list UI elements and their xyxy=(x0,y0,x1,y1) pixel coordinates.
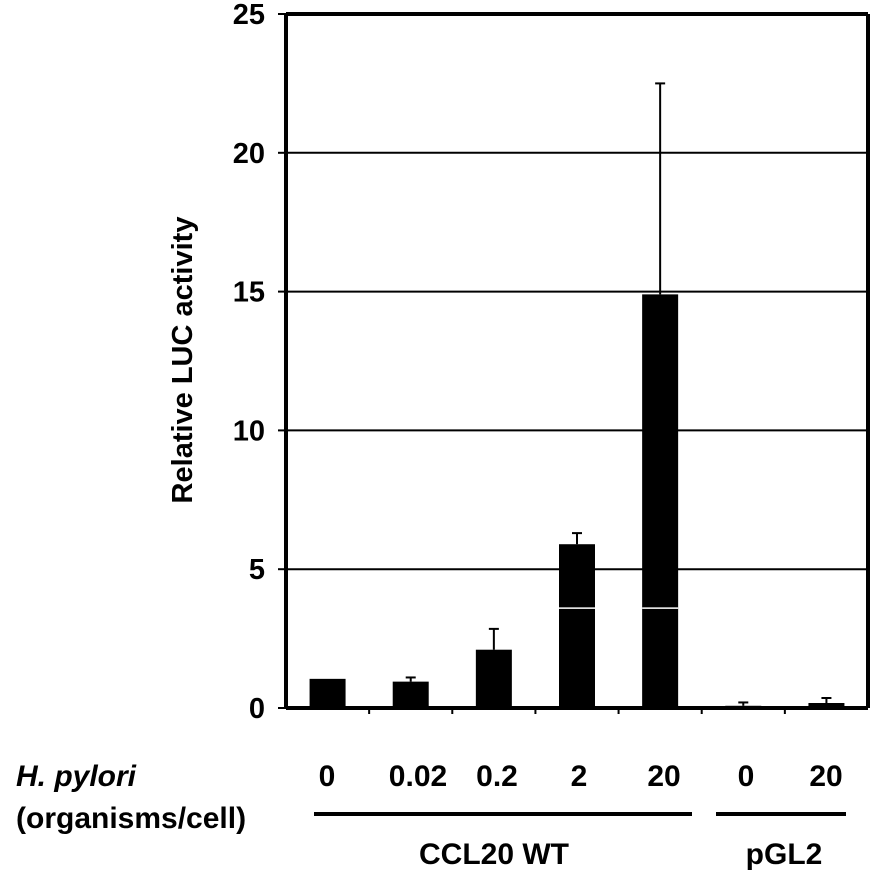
bar xyxy=(559,544,595,708)
y-tick-label: 20 xyxy=(233,138,265,170)
bars xyxy=(309,82,845,708)
bar xyxy=(475,649,512,708)
axes xyxy=(278,12,870,714)
category-label: 20 xyxy=(647,760,681,793)
category-label: 0 xyxy=(737,760,755,793)
y-tick-labels: 0 5 10 15 20 25 xyxy=(233,0,265,725)
y-tick-label: 5 xyxy=(249,554,265,586)
y-axis-label: Relative LUC activity xyxy=(167,217,199,504)
bar xyxy=(392,681,429,708)
group-line-pgl2 xyxy=(716,812,846,816)
row-label-organisms-per-cell: (organisms/cell) xyxy=(16,802,247,835)
y-tick-label: 0 xyxy=(249,693,265,725)
y-tick-label: 25 xyxy=(233,0,265,31)
category-label: 0.02 xyxy=(388,760,448,793)
bar xyxy=(808,703,845,708)
gridlines xyxy=(286,151,868,571)
category-label: 20 xyxy=(809,760,843,793)
group-label-pgl2: pGL2 xyxy=(745,838,823,871)
row-label-h-pylori: H. pylori xyxy=(16,760,137,793)
bar xyxy=(309,678,346,708)
group-label-ccl20-wt: CCL20 WT xyxy=(419,838,569,871)
y-tick-label: 10 xyxy=(233,415,265,447)
bar xyxy=(642,294,679,708)
category-label: 0 xyxy=(318,760,336,793)
category-label: 2 xyxy=(570,760,588,793)
y-tick-label: 15 xyxy=(233,277,265,309)
category-label: 0.2 xyxy=(476,760,518,793)
group-line-ccl20-wt xyxy=(314,812,692,816)
